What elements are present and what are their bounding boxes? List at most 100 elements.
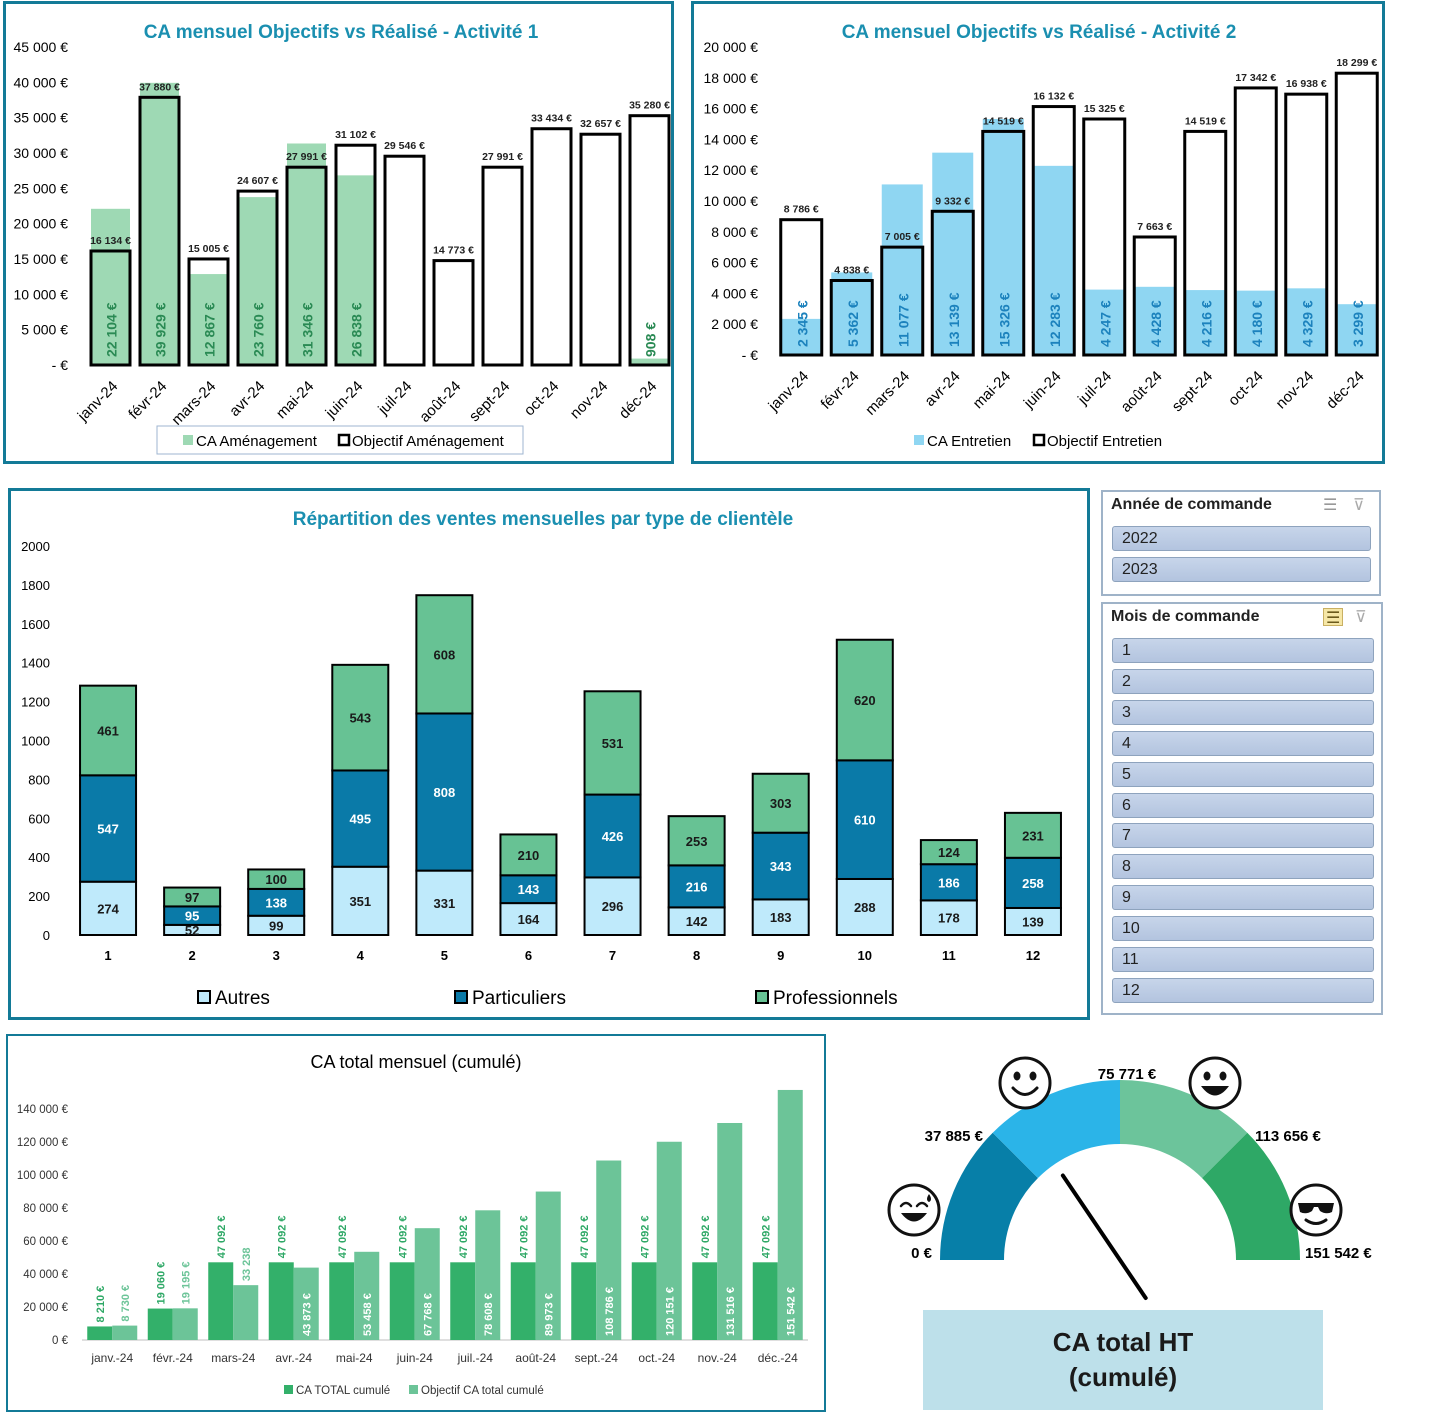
realise-label: 3 299 €	[1350, 300, 1366, 347]
y-tick-label: 2 000 €	[711, 316, 758, 332]
x-tick-label: 6	[525, 948, 532, 963]
y-tick-label: 10 000 €	[704, 193, 759, 209]
x-tick-label: mai-24	[970, 368, 1014, 412]
clear-filter-icon[interactable]	[1351, 495, 1371, 514]
slicer-mois-item[interactable]: 7	[1112, 823, 1374, 849]
legend-swatch-objectif	[1032, 433, 1046, 447]
objectif-label: 53 458 €	[362, 1293, 374, 1336]
y-tick-label: 18 000 €	[704, 70, 759, 86]
bar-realise	[189, 274, 228, 365]
data-label: 495	[349, 812, 371, 827]
multi-select-icon[interactable]	[1321, 495, 1341, 514]
x-tick-label: 11	[942, 948, 956, 963]
slicer-annee-item[interactable]: 2022	[1112, 526, 1371, 551]
bar-objectif-cumule	[414, 1228, 440, 1340]
data-label: 52	[185, 923, 199, 938]
y-tick-label: 2000	[21, 539, 50, 554]
gauge-band	[992, 1080, 1120, 1178]
bar-realise	[1336, 304, 1378, 355]
legend-swatch-realise	[183, 435, 193, 445]
legend-label: Objectif Aménagement	[352, 433, 505, 450]
slicer-mois-item[interactable]: 8	[1112, 854, 1374, 880]
slicer-mois-item[interactable]: 2	[1112, 668, 1374, 694]
bar-realise	[1235, 290, 1277, 355]
slicer-mois-item[interactable]: 1	[1112, 638, 1374, 663]
data-label: 288	[854, 900, 876, 915]
x-tick-label: avr.-24	[275, 1351, 312, 1365]
bar-segment-professionnels	[1003, 811, 1062, 859]
y-tick-label: 14 000 €	[704, 131, 759, 147]
slicer-mois-item[interactable]: 4	[1112, 730, 1374, 756]
bar-objectif-cumule	[233, 1285, 259, 1340]
bar-ca-cumule	[752, 1262, 778, 1340]
multi-select-icon[interactable]	[1323, 608, 1343, 627]
data-label: 296	[602, 899, 624, 914]
slicer-mois-item[interactable]: 12	[1112, 977, 1374, 1003]
data-label: 138	[265, 895, 287, 910]
bar-objectif	[1132, 235, 1177, 357]
legend-swatch	[197, 990, 211, 1004]
x-tick-label: avr-24	[921, 368, 963, 410]
slicer-mois-item[interactable]: 10	[1112, 916, 1374, 942]
legend-swatch	[409, 1385, 418, 1394]
objectif-label: 35 280 €	[629, 100, 670, 112]
slicer-mois-item[interactable]: 6	[1112, 792, 1374, 818]
bar-ca-cumule	[268, 1262, 294, 1340]
bar-segment-professionnels	[247, 868, 306, 890]
x-tick-label: 2	[189, 948, 196, 963]
legend-label: CA Aménagement	[196, 433, 318, 450]
bar-objectif	[383, 154, 426, 367]
bar-objectif-cumule	[112, 1325, 138, 1340]
realise-label: 13 139 €	[946, 292, 962, 347]
objectif-label: 31 102 €	[335, 129, 376, 141]
y-tick-label: 1400	[21, 656, 50, 671]
chart-activite-2-svg: CA mensuel Objectifs vs Réalisé - Activi…	[704, 22, 1379, 450]
chart-activite-2: CA mensuel Objectifs vs Réalisé - Activi…	[691, 1, 1385, 464]
legend-label: CA Entretien	[927, 433, 1011, 450]
y-tick-label: 140 000 €	[17, 1104, 69, 1116]
ca-label: 47 092 €	[397, 1215, 409, 1258]
bar-realise	[1184, 290, 1226, 355]
x-tick-label: févr.-24	[153, 1351, 193, 1365]
bar-segment-professionnels	[667, 815, 726, 867]
objectif-label: 67 768 €	[422, 1293, 434, 1336]
legend-box	[156, 425, 524, 455]
y-tick-label: 120 000 €	[17, 1137, 69, 1149]
slicer-mois-item[interactable]: 5	[1112, 761, 1374, 787]
data-label: 610	[854, 813, 876, 828]
slicer-mois-item[interactable]: 11	[1112, 947, 1374, 972]
chart-cumul: CA total mensuel (cumulé) 0 € 20 000 € 40 0…	[6, 1034, 826, 1412]
bar-objectif	[1284, 92, 1329, 357]
bar-segment-particuliers	[331, 769, 390, 868]
y-tick-label: 20 000 €	[704, 39, 759, 55]
x-tick-label: juin-24	[1020, 368, 1065, 413]
bar-realise	[1285, 288, 1327, 355]
bar-segment-professionnels	[331, 663, 390, 772]
legend-label: Objectif Entretien	[1047, 433, 1162, 450]
bar-segment-particuliers	[751, 831, 810, 901]
x-tick-label: oct-24	[1225, 368, 1267, 410]
x-tick-label: 10	[858, 948, 872, 963]
slicer-annee-item[interactable]: 2023	[1112, 557, 1371, 582]
bar-segment-professionnels	[415, 594, 474, 715]
bar-objectif	[779, 218, 824, 357]
legend-label: Particuliers	[472, 988, 566, 1009]
gauge-band-label: 151 542 €	[1305, 1245, 1372, 1262]
slicer-mois-item[interactable]: 3	[1112, 699, 1374, 725]
slicer-mois-item[interactable]: 9	[1112, 885, 1374, 911]
data-label: 143	[518, 882, 540, 897]
data-label: 142	[686, 914, 708, 929]
bar-objectif-cumule	[293, 1267, 319, 1340]
gauge-panel: 0 € 37 885 € 75 771 € 113 656 € 151 542 € CA …	[840, 1034, 1436, 1418]
bar-realise	[91, 208, 130, 365]
x-tick-label: 4	[357, 948, 365, 963]
objectif-label: 7 663 €	[1137, 221, 1172, 233]
data-label: 343	[770, 859, 792, 874]
bar-segment-particuliers	[415, 712, 474, 872]
legend-label: Objectif CA total cumulé	[421, 1385, 544, 1397]
y-tick-label: 10 000 €	[14, 286, 69, 302]
y-tick-label: 80 000 €	[23, 1203, 68, 1215]
clear-filter-icon[interactable]	[1353, 607, 1373, 626]
ca-label: 8 210 €	[95, 1286, 107, 1323]
